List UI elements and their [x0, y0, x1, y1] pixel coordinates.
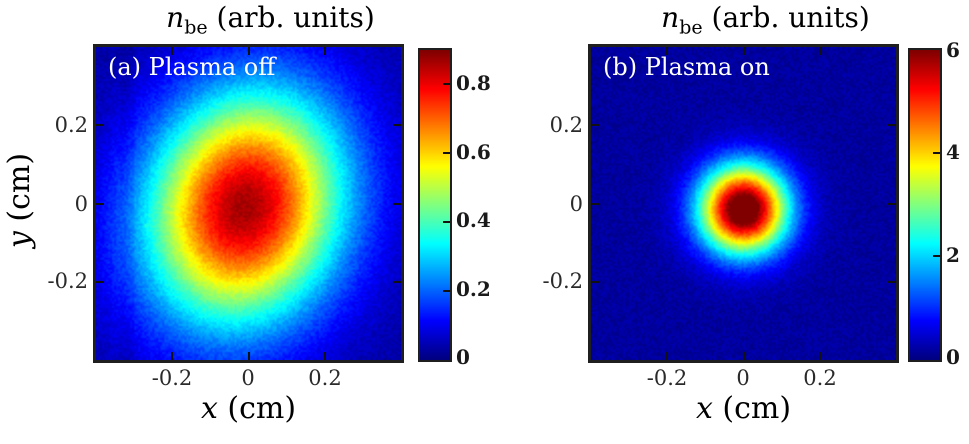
panel-a-ytick-mark [96, 281, 104, 283]
panel-b-xtick-mark [819, 47, 821, 55]
panel-b-yaxis-tick-label: 0 [523, 192, 583, 216]
panel-b-ytick-mark [591, 281, 599, 283]
panel-b-yaxis-tick-label: -0.2 [523, 269, 583, 293]
xlabel-b-variable: x [696, 391, 713, 426]
panel-b-ytick-mark [591, 203, 599, 205]
title-a-variable: n [166, 1, 184, 34]
panel-a-xtick-mark [248, 352, 250, 360]
panel-b-label: (b) Plasma on [603, 53, 770, 81]
panel-a-colorbar-gradient [420, 50, 450, 360]
panel-a-colorbar-tick-label: 0.8 [456, 71, 491, 95]
panel-b-yaxis-tick-label: 0.2 [523, 113, 583, 137]
panel-b-colorbar-tick-label: 0 [946, 345, 960, 369]
xlabel-b-unit: (cm) [713, 391, 791, 426]
panel-a-colorbar [418, 48, 452, 362]
panel-b-xtick-mark [666, 352, 668, 360]
panel-b-xtick-mark [819, 352, 821, 360]
panel-a-xtick-mark [171, 352, 173, 360]
panel-a-colorbar-tick-label: 0.2 [456, 277, 491, 301]
panel-a-label: (a) Plasma off [108, 53, 275, 81]
panel-a-xaxis-tick-label: -0.2 [152, 366, 193, 390]
panel-a-axes: (a) Plasma off [93, 44, 404, 363]
panel-b-xtick-mark [743, 352, 745, 360]
panel-b-xtick-mark [666, 47, 668, 55]
panel-a-colorbar-tick-mark [443, 290, 450, 292]
panel-b-ytick-mark [591, 124, 599, 126]
panel-a-ytick-mark [96, 203, 104, 205]
title-b-variable: n [661, 1, 679, 34]
panel-a-colorbar-tick-mark [443, 221, 450, 223]
ylabel-unit: (cm) [3, 153, 38, 231]
panel-a-ytick-mark [393, 203, 401, 205]
panel-b-ytick-mark [888, 203, 896, 205]
panel-b-xaxis-label: x (cm) [588, 391, 899, 426]
panel-b-ytick-mark [888, 124, 896, 126]
panel-b-colorbar-tick-label: 6 [946, 38, 960, 62]
panel-b-colorbar-tick-label: 2 [946, 243, 960, 267]
figure: nbe (arb. units) nbe (arb. units) (a) Pl… [0, 0, 969, 444]
panel-a-heatmap-canvas [96, 47, 401, 360]
panel-a-ytick-mark [393, 281, 401, 283]
panel-a-colorbar-tick-label: 0 [456, 345, 470, 369]
title-b-units: (arb. units) [703, 1, 870, 34]
panel-a-xtick-mark [324, 352, 326, 360]
panel-a-colorbar-tick-mark [443, 83, 450, 85]
panel-b-colorbar-tick-mark [933, 152, 940, 154]
panel-b-xaxis-tick-label: -0.2 [647, 366, 688, 390]
panel-b-colorbar-tick-mark [933, 255, 940, 257]
panel-a-colorbar-tick-label: 0.6 [456, 140, 491, 164]
panel-a-xaxis-tick-label: 0.2 [308, 366, 341, 390]
panel-a-yaxis-label: y (cm) [2, 44, 38, 357]
panel-b-colorbar [908, 48, 942, 362]
ylabel-variable: y [3, 231, 38, 248]
panel-b-colorbar-title: nbe (arb. units) [588, 1, 943, 39]
panel-a-colorbar-tick-label: 0.4 [456, 208, 491, 232]
xlabel-a-unit: (cm) [218, 391, 296, 426]
panel-b-ytick-mark [888, 281, 896, 283]
panel-b-colorbar-tick-label: 4 [946, 140, 960, 164]
panel-a-colorbar-tick-mark [443, 152, 450, 154]
panel-a-xtick-mark [324, 47, 326, 55]
panel-b-xtick-mark [743, 47, 745, 55]
panel-b-xaxis-tick-label: 0 [736, 366, 749, 390]
panel-b-heatmap-canvas [591, 47, 896, 360]
panel-a-xaxis-label: x (cm) [93, 391, 404, 426]
title-a-subscript: be [184, 17, 207, 39]
panel-b-axes: (b) Plasma on [588, 44, 899, 363]
panel-a-xtick-mark [171, 47, 173, 55]
panel-a-ytick-mark [393, 124, 401, 126]
panel-a-colorbar-title: nbe (arb. units) [93, 1, 448, 39]
title-b-subscript: be [679, 17, 702, 39]
panel-b-xaxis-tick-label: 0.2 [803, 366, 836, 390]
panel-a-xtick-mark [248, 47, 250, 55]
title-a-units: (arb. units) [208, 1, 375, 34]
panel-b-colorbar-gradient [910, 50, 940, 360]
xlabel-a-variable: x [201, 391, 218, 426]
panel-a-ytick-mark [96, 124, 104, 126]
panel-a-xaxis-tick-label: 0 [241, 366, 254, 390]
